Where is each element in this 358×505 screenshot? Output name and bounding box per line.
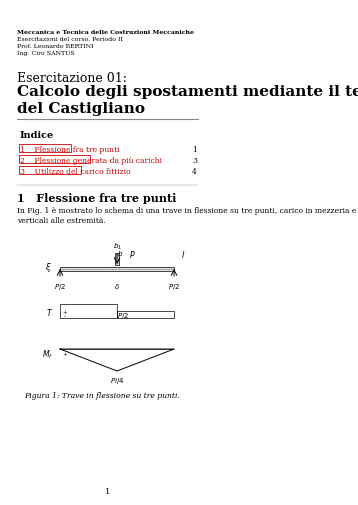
Text: 1   Flessione fra tre punti: 1 Flessione fra tre punti <box>17 192 176 204</box>
Text: $\xi$: $\xi$ <box>45 261 52 274</box>
Bar <box>19 156 90 164</box>
Text: 1: 1 <box>105 487 110 495</box>
Text: In Fig. 1 è mostrato lo schema di una trave in flessione su tre punti, carico in: In Fig. 1 è mostrato lo schema di una tr… <box>17 207 358 225</box>
Bar <box>19 145 71 153</box>
Text: $\delta$: $\delta$ <box>114 281 120 290</box>
Text: $l$: $l$ <box>181 248 185 259</box>
Text: 3: 3 <box>192 157 197 165</box>
Text: Prof. Leonardo BERTINI: Prof. Leonardo BERTINI <box>17 44 93 49</box>
Text: Indice: Indice <box>20 131 54 140</box>
Text: $M_f$: $M_f$ <box>42 348 53 361</box>
Text: Calcolo degli spostamenti mediante il teorema
del Castigliano: Calcolo degli spostamenti mediante il te… <box>17 85 358 116</box>
Bar <box>19 167 81 175</box>
Text: 1    Flessione fra tre punti: 1 Flessione fra tre punti <box>20 146 120 154</box>
Text: -: - <box>64 314 66 319</box>
Text: $Pl/4$: $Pl/4$ <box>110 375 124 385</box>
Text: $P/2$: $P/2$ <box>54 281 66 291</box>
Text: +: + <box>62 351 67 356</box>
Text: $P$: $P$ <box>129 248 135 259</box>
Text: 4: 4 <box>192 168 197 176</box>
Text: 3    Utilizzo del carico fittizio: 3 Utilizzo del carico fittizio <box>20 168 130 176</box>
Text: $T$: $T$ <box>46 306 53 317</box>
Bar <box>117 312 174 318</box>
Text: $P/2$: $P/2$ <box>117 311 129 320</box>
Bar <box>60 268 174 272</box>
Text: $b$: $b$ <box>117 249 123 258</box>
Text: $b_1$: $b_1$ <box>112 241 122 251</box>
Text: 1: 1 <box>192 146 197 154</box>
Text: 2    Flessione generata da più carichi: 2 Flessione generata da più carichi <box>20 157 162 165</box>
Text: $P/2$: $P/2$ <box>168 281 180 291</box>
Text: Meccanica e Tecnica delle Costruzioni Meccaniche: Meccanica e Tecnica delle Costruzioni Me… <box>17 30 194 35</box>
Text: Ing. Ciro SANTUS: Ing. Ciro SANTUS <box>17 51 74 56</box>
Text: Figura 1: Trave in flessione su tre punti.: Figura 1: Trave in flessione su tre punt… <box>24 391 180 399</box>
Bar <box>115 254 120 266</box>
Text: +: + <box>62 309 67 314</box>
Text: Esercitazione 01:: Esercitazione 01: <box>17 72 127 85</box>
Bar <box>60 305 117 318</box>
Text: Esercitazioni del corso. Periodo II: Esercitazioni del corso. Periodo II <box>17 37 123 42</box>
